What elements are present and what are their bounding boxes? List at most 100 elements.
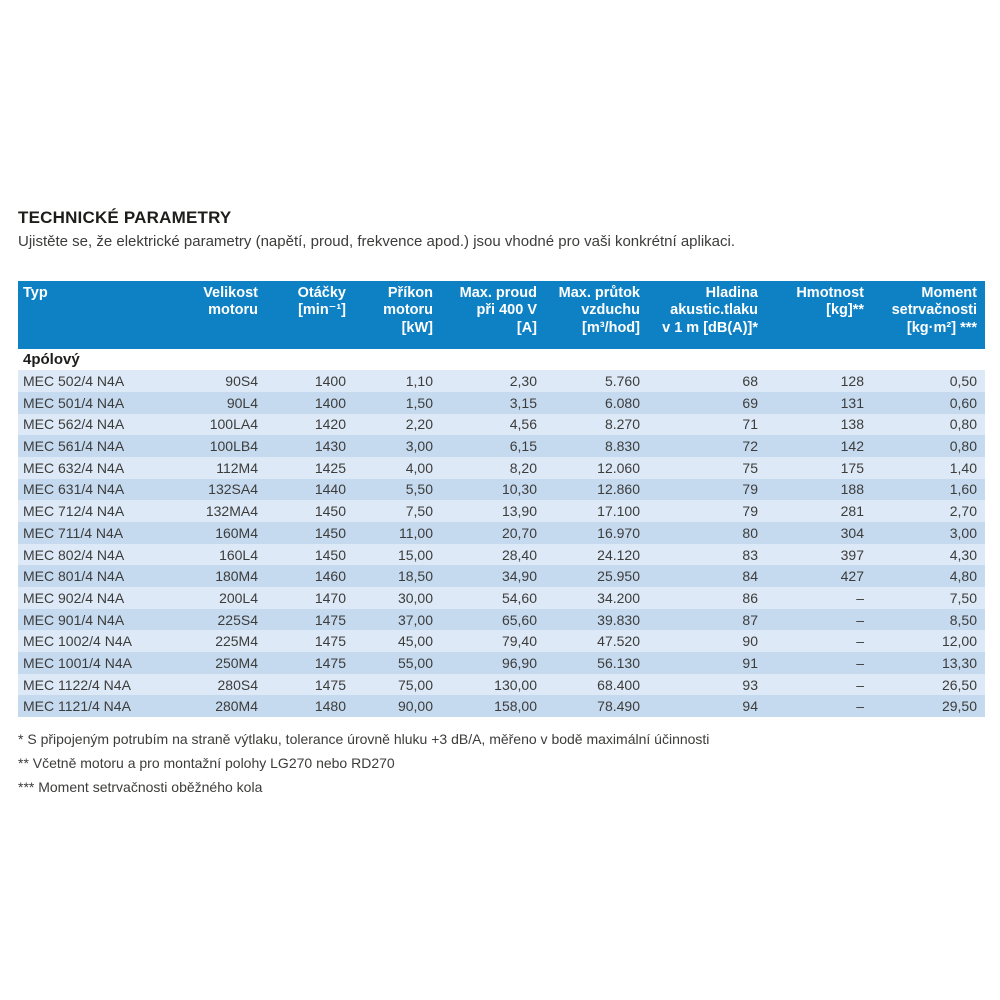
footnote: ** Včetně motoru a pro montažní polohy L… [18, 755, 395, 771]
cell-max-proud: 96,90 [441, 652, 545, 674]
cell-max-proud: 54,60 [441, 587, 545, 609]
cell-otacky: 1480 [266, 695, 354, 718]
table-row: MEC 1121/4 N4A 280M4 1480 90,00 158,00 78.490… [18, 695, 985, 718]
cell-moment: 3,00 [872, 521, 985, 544]
footnote: * S připojeným potrubím na straně výtlak… [18, 731, 710, 747]
cell-hmotnost: – [766, 608, 872, 631]
cell-hladina-tlaku: 71 [648, 413, 766, 436]
column-header-max-proud: Max. proud při 400 V [A] [441, 281, 545, 350]
cell-otacky: 1430 [266, 435, 354, 457]
group-label: 4pólový [18, 349, 985, 371]
column-header-max-prutok: Max. průtok vzduchu [m³/hod] [545, 281, 648, 350]
cell-hmotnost: – [766, 695, 872, 718]
cell-prikon-motoru: 3,00 [354, 435, 441, 457]
cell-otacky: 1460 [266, 565, 354, 588]
table-row: MEC 632/4 N4A 112M4 1425 4,00 8,20 12.060 75 17… [18, 456, 985, 479]
cell-hmotnost: 397 [766, 543, 872, 566]
cell-max-prutok: 68.400 [545, 673, 648, 696]
table-header-row: Typ Velikost motoru Otáčky [min⁻¹] Příkon moto… [18, 281, 985, 350]
table-header: Typ Velikost motoru Otáčky [min⁻¹] Příkon moto… [18, 281, 985, 350]
cell-typ: MEC 901/4 N4A [18, 608, 170, 631]
column-header-prikon-motoru: Příkon motoru [kW] [354, 281, 441, 350]
cell-otacky: 1425 [266, 456, 354, 479]
cell-otacky: 1420 [266, 413, 354, 436]
cell-prikon-motoru: 75,00 [354, 673, 441, 696]
cell-hmotnost: 138 [766, 413, 872, 436]
cell-velikost-motoru: 225S4 [170, 608, 266, 631]
cell-moment: 29,50 [872, 695, 985, 718]
cell-max-proud: 79,40 [441, 630, 545, 653]
cell-hmotnost: – [766, 652, 872, 674]
cell-prikon-motoru: 90,00 [354, 695, 441, 718]
cell-typ: MEC 562/4 N4A [18, 413, 170, 436]
cell-prikon-motoru: 37,00 [354, 608, 441, 631]
cell-velikost-motoru: 100LA4 [170, 413, 266, 436]
cell-hmotnost: 175 [766, 456, 872, 479]
cell-typ: MEC 502/4 N4A [18, 370, 170, 392]
cell-max-proud: 13,90 [441, 500, 545, 522]
cell-hladina-tlaku: 84 [648, 565, 766, 588]
cell-prikon-motoru: 4,00 [354, 456, 441, 479]
cell-typ: MEC 1122/4 N4A [18, 673, 170, 696]
cell-typ: MEC 802/4 N4A [18, 543, 170, 566]
cell-hmotnost: 142 [766, 435, 872, 457]
cell-hladina-tlaku: 75 [648, 456, 766, 479]
cell-hladina-tlaku: 68 [648, 370, 766, 392]
table-row: MEC 801/4 N4A 180M4 1460 18,50 34,90 25.950 84… [18, 565, 985, 588]
column-header-otacky: Otáčky [min⁻¹] [266, 281, 354, 350]
cell-hladina-tlaku: 72 [648, 435, 766, 457]
cell-typ: MEC 1002/4 N4A [18, 630, 170, 653]
cell-typ: MEC 501/4 N4A [18, 391, 170, 414]
cell-max-proud: 6,15 [441, 435, 545, 457]
cell-otacky: 1470 [266, 587, 354, 609]
cell-max-proud: 3,15 [441, 391, 545, 414]
cell-prikon-motoru: 55,00 [354, 652, 441, 674]
table-row: MEC 802/4 N4A 160L4 1450 15,00 28,40 24.120 83… [18, 543, 985, 566]
cell-prikon-motoru: 45,00 [354, 630, 441, 653]
cell-hladina-tlaku: 79 [648, 500, 766, 522]
cell-max-prutok: 12.060 [545, 456, 648, 479]
table-row: MEC 1122/4 N4A 280S4 1475 75,00 130,00 68.400… [18, 673, 985, 696]
cell-hmotnost: 427 [766, 565, 872, 588]
cell-otacky: 1400 [266, 370, 354, 392]
cell-prikon-motoru: 18,50 [354, 565, 441, 588]
cell-hmotnost: 281 [766, 500, 872, 522]
cell-velikost-motoru: 160L4 [170, 543, 266, 566]
table-row: MEC 902/4 N4A 200L4 1470 30,00 54,60 34.200 86… [18, 587, 985, 609]
page-title: TECHNICKÉ PARAMETRY [18, 208, 232, 227]
footnote: *** Moment setrvačnosti oběžného kola [18, 779, 263, 795]
table-row: MEC 901/4 N4A 225S4 1475 37,00 65,60 39.830 87… [18, 608, 985, 631]
cell-max-prutok: 39.830 [545, 608, 648, 631]
cell-max-proud: 2,30 [441, 370, 545, 392]
cell-moment: 4,80 [872, 565, 985, 588]
cell-moment: 4,30 [872, 543, 985, 566]
cell-max-proud: 28,40 [441, 543, 545, 566]
cell-typ: MEC 902/4 N4A [18, 587, 170, 609]
cell-velikost-motoru: 112M4 [170, 456, 266, 479]
cell-max-prutok: 24.120 [545, 543, 648, 566]
cell-hladina-tlaku: 80 [648, 521, 766, 544]
cell-velikost-motoru: 280S4 [170, 673, 266, 696]
cell-max-proud: 65,60 [441, 608, 545, 631]
cell-hladina-tlaku: 90 [648, 630, 766, 653]
cell-typ: MEC 632/4 N4A [18, 456, 170, 479]
cell-otacky: 1475 [266, 673, 354, 696]
cell-typ: MEC 711/4 N4A [18, 521, 170, 544]
cell-hladina-tlaku: 93 [648, 673, 766, 696]
table-body: 4pólový MEC 502/4 N4A 90S4 1400 1,10 2,30 5.76… [18, 349, 985, 718]
cell-hmotnost: 131 [766, 391, 872, 414]
cell-moment: 0,80 [872, 435, 985, 457]
cell-moment: 2,70 [872, 500, 985, 522]
footnotes: * S připojeným potrubím na straně výtlak… [18, 727, 709, 799]
cell-otacky: 1475 [266, 630, 354, 653]
cell-hmotnost: 304 [766, 521, 872, 544]
column-header-moment: Moment setrvačnosti [kg·m²] *** [872, 281, 985, 350]
cell-otacky: 1450 [266, 500, 354, 522]
cell-otacky: 1450 [266, 521, 354, 544]
cell-max-prutok: 6.080 [545, 391, 648, 414]
cell-max-prutok: 17.100 [545, 500, 648, 522]
cell-hmotnost: 188 [766, 478, 872, 501]
cell-velikost-motoru: 90L4 [170, 391, 266, 414]
cell-max-prutok: 5.760 [545, 370, 648, 392]
group-row: 4pólový [18, 349, 985, 371]
